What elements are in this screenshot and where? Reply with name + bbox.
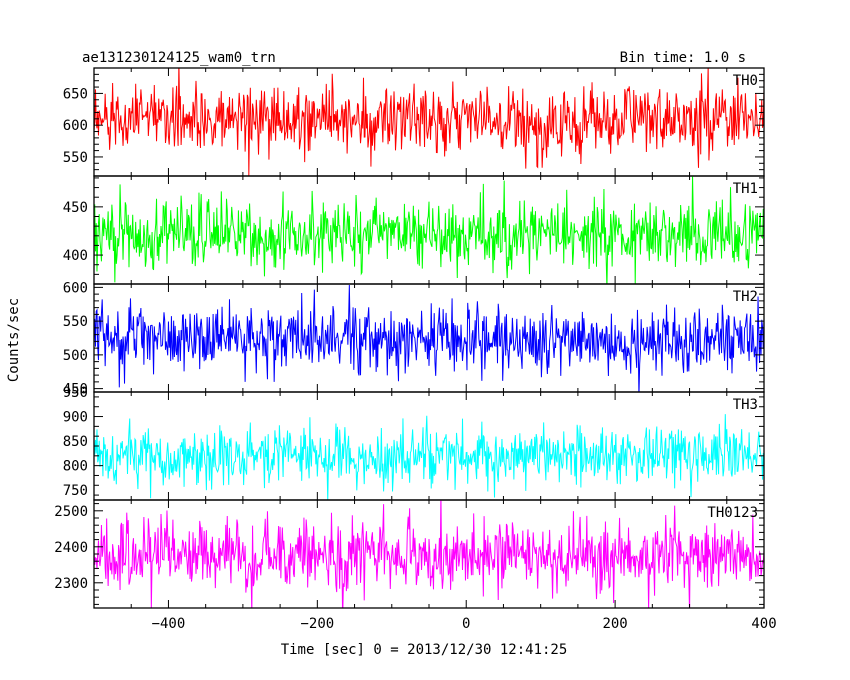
y-tick-label: 650 bbox=[63, 86, 88, 102]
panel-frame bbox=[93, 175, 765, 285]
y-tick-label: 450 bbox=[63, 200, 88, 216]
y-tick-label: 800 bbox=[63, 459, 88, 475]
y-tick-label: 400 bbox=[63, 248, 88, 264]
bin-time-label: Bin time: 1.0 s bbox=[620, 50, 746, 66]
channel-label-th1: TH1 bbox=[733, 181, 758, 197]
panel-th2: 450 500 550 600 TH2 bbox=[63, 280, 765, 398]
y-tick-label: 600 bbox=[63, 280, 88, 296]
channel-label-th0123: TH0123 bbox=[707, 505, 758, 521]
x-tick-label: −400 bbox=[152, 616, 186, 632]
x-tick-label: 0 bbox=[462, 616, 470, 632]
x-tick-label: 200 bbox=[602, 616, 627, 632]
x-tick-label: −200 bbox=[300, 616, 334, 632]
series-line-th0 bbox=[94, 68, 764, 176]
x-axis-label: Time [sec] 0 = 2013/12/30 12:41:25 bbox=[281, 642, 568, 658]
series-line-th1 bbox=[94, 176, 764, 284]
y-tick-label: 2500 bbox=[54, 504, 88, 520]
panels-layer: 550 600 650 TH0 400 450 TH1 450 500 550 600 TH2 750 8… bbox=[54, 67, 777, 632]
y-tick-label: 600 bbox=[63, 118, 88, 134]
channel-label-th3: TH3 bbox=[733, 397, 758, 413]
y-tick-label: 900 bbox=[63, 410, 88, 426]
y-tick-label: 750 bbox=[63, 483, 88, 499]
x-tick-label: 400 bbox=[751, 616, 776, 632]
y-tick-label: 500 bbox=[63, 348, 88, 364]
y-tick-label: 850 bbox=[63, 434, 88, 450]
series-line-th0123 bbox=[94, 500, 764, 608]
y-tick-label: 550 bbox=[63, 314, 88, 330]
series-line-th3 bbox=[94, 414, 764, 500]
y-tick-label: 2300 bbox=[54, 576, 88, 592]
y-tick-label: 950 bbox=[63, 385, 88, 401]
series-line-th2 bbox=[94, 285, 764, 392]
channel-label-th2: TH2 bbox=[733, 289, 758, 305]
chart-title: ae131230124125_wam0_trn bbox=[82, 50, 276, 66]
panel-th0123: 2300 2400 2500 TH0123 −400 −200 0 200 400 bbox=[54, 499, 777, 632]
y-axis-label: Counts/sec bbox=[6, 298, 22, 382]
channel-label-th0: TH0 bbox=[733, 73, 758, 89]
y-tick-label: 2400 bbox=[54, 540, 88, 556]
panel-th0: 550 600 650 TH0 bbox=[63, 67, 765, 177]
y-tick-label: 550 bbox=[63, 150, 88, 166]
panel-th3: 750 800 850 900 950 TH3 bbox=[63, 385, 765, 501]
panel-th1: 400 450 TH1 bbox=[63, 175, 765, 285]
y-tick-label: 450 bbox=[63, 382, 88, 398]
